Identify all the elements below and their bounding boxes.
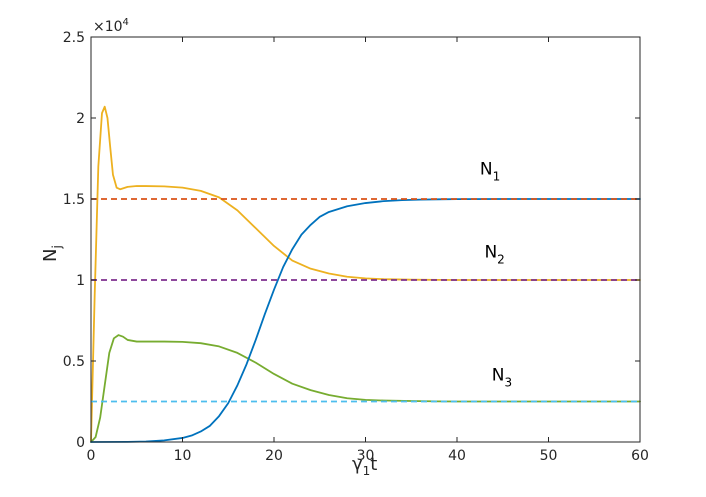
x-tick-label: 0 xyxy=(87,448,96,464)
y-tick-label: 0 xyxy=(76,435,85,451)
y-axis-label: Nj xyxy=(40,245,64,262)
y-tick-label: 2.5 xyxy=(63,30,85,46)
x-tick-label: 20 xyxy=(265,448,283,464)
y-axis: 0 0.5 1 1.5 2 2.5 xyxy=(63,30,640,451)
y-multiplier-exponent: 4 xyxy=(123,17,129,28)
series-line-2 xyxy=(90,334,641,443)
x-axis: 0 10 20 30 40 50 60 xyxy=(87,37,649,464)
x-axis-label-main: γ xyxy=(352,454,363,475)
x-axis-label: γ1t xyxy=(352,454,377,478)
x-tick-label: 60 xyxy=(631,448,649,464)
x-tick-label: 30 xyxy=(357,448,375,464)
series-line-1 xyxy=(90,105,641,443)
annotation-label-2: N2 xyxy=(484,242,504,266)
y-multiplier-base: ×10 xyxy=(93,19,123,35)
annotation-label-3: N3 xyxy=(492,365,512,389)
y-tick-label: 2 xyxy=(76,111,85,127)
x-tick-label: 50 xyxy=(540,448,558,464)
y-multiplier: ×104 xyxy=(93,17,129,35)
y-axis-label-sub: j xyxy=(50,245,64,249)
x-tick-label: 40 xyxy=(448,448,466,464)
plot-background xyxy=(91,37,640,442)
annotations: N1 N2 N3 xyxy=(480,160,512,390)
series-layer xyxy=(90,105,641,443)
y-tick-label: 0.5 xyxy=(63,354,85,370)
annotation-label-1: N1 xyxy=(480,160,500,184)
y-tick-label: 1 xyxy=(76,273,85,289)
x-tick-label: 10 xyxy=(174,448,192,464)
y-tick-label: 1.5 xyxy=(63,192,85,208)
x-axis-label-sub: 1 xyxy=(363,464,371,478)
y-axis-label-main: N xyxy=(40,249,61,262)
x-axis-label-tail: t xyxy=(370,454,377,475)
